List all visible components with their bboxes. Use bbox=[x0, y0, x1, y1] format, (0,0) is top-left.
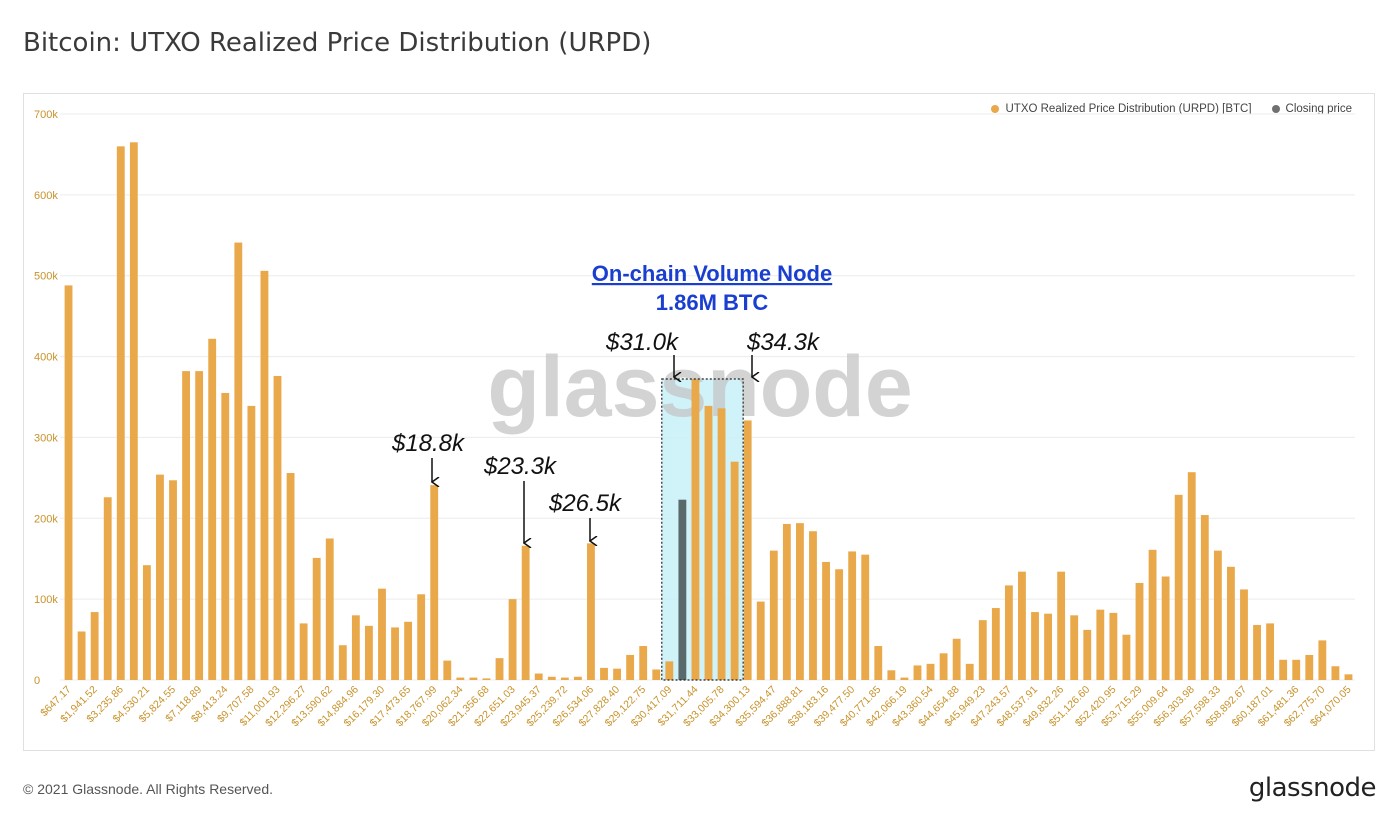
chart-panel: UTXO Realized Price Distribution (URPD) … bbox=[23, 93, 1375, 751]
legend-swatch-urpd-icon bbox=[991, 105, 1000, 113]
footer-brand-logo: glassnode bbox=[1248, 773, 1377, 803]
footer-copyright: © 2021 Glassnode. All Rights Reserved. bbox=[23, 781, 274, 797]
page-title: Bitcoin: UTXO Realized Price Distributio… bbox=[23, 28, 652, 58]
legend-item-urpd[interactable]: UTXO Realized Price Distribution (URPD) … bbox=[991, 103, 1252, 115]
legend-swatch-closing-icon bbox=[1271, 105, 1280, 113]
legend-item-closing-price[interactable]: Closing price bbox=[1271, 103, 1352, 115]
legend-label-closing-price: Closing price bbox=[1285, 103, 1352, 115]
legend-label-urpd: UTXO Realized Price Distribution (URPD) … bbox=[1005, 103, 1252, 115]
chart-legend: UTXO Realized Price Distribution (URPD) … bbox=[991, 103, 1352, 115]
